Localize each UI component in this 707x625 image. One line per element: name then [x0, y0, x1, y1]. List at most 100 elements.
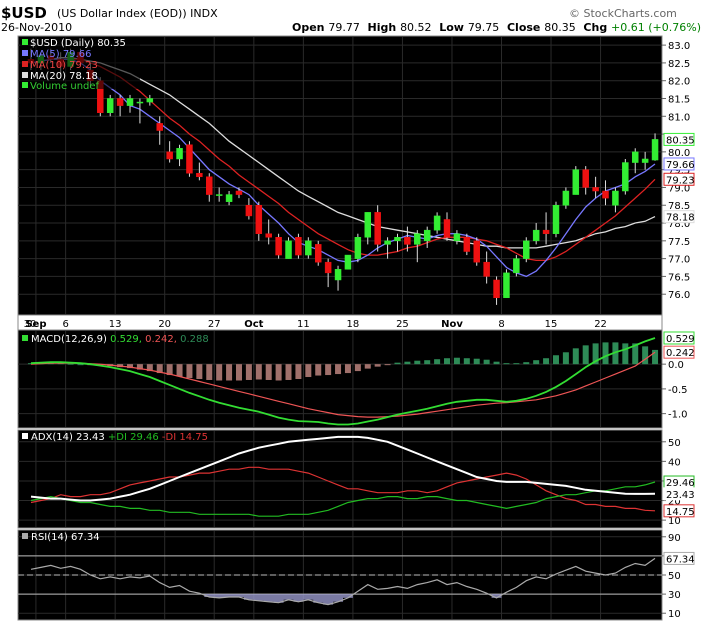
macd-histogram-bar	[632, 343, 639, 365]
macd-histogram-bar	[562, 352, 569, 365]
candle-up	[641, 158, 649, 163]
minus-di-line	[30, 466, 656, 512]
macd-histogram-bar	[216, 364, 223, 381]
macd-histogram-bar	[453, 357, 460, 365]
last-value-label: 79.66	[666, 160, 695, 171]
macd-histogram-bar	[612, 342, 619, 365]
candle-up	[552, 204, 560, 234]
candle-up	[364, 212, 372, 238]
y-tick-label: 78.0	[668, 219, 690, 230]
y-tick-label: 50	[668, 571, 681, 582]
macd-histogram-bar	[325, 364, 332, 376]
legend-price: $USD (Daily) 80.35	[30, 38, 126, 49]
macd-histogram-bar	[315, 364, 322, 376]
macd-histogram-bar	[414, 360, 421, 365]
last-value-box	[663, 210, 695, 224]
macd-histogram-bar	[424, 360, 431, 365]
candle-up	[562, 190, 570, 206]
candle-up	[394, 237, 401, 242]
macd-line	[30, 337, 656, 426]
candle-up	[453, 233, 461, 242]
y-tick-label: 81.0	[668, 112, 690, 123]
legend-ma20-swatch	[22, 72, 28, 78]
y-tick-label: 77.5	[668, 237, 690, 248]
y-tick-label: 83.0	[668, 41, 690, 52]
candle-up	[651, 139, 659, 161]
candle-up	[622, 162, 629, 192]
y-tick-label: 50	[668, 438, 681, 449]
quote-date: 26-Nov-2010	[1, 21, 73, 34]
y-tick-label: 76.5	[668, 272, 690, 283]
open-label: Open	[291, 21, 325, 34]
last-value-box	[663, 345, 695, 359]
legend-adx-swatch	[22, 433, 28, 439]
legend-volume-swatch	[22, 82, 28, 88]
y-tick-label: 0.0	[668, 360, 684, 371]
candle-down	[463, 237, 471, 252]
macd-histogram-bar	[344, 364, 351, 374]
macd-histogram-bar	[552, 355, 559, 365]
low-label: Low	[439, 21, 464, 34]
last-value-label: 67.34	[666, 554, 695, 565]
close-value: 80.35	[544, 21, 576, 34]
macd-histogram-bar	[572, 348, 579, 365]
plus-di-line	[30, 481, 656, 517]
header-top: $USD (US Dollar Index (EOD)) INDX © Stoc…	[0, 4, 707, 22]
macd-histogram-bar	[543, 358, 550, 365]
x-tick-label: 20	[158, 319, 171, 330]
macd-histogram-bar	[166, 364, 173, 376]
candle-down	[314, 244, 322, 263]
macd-histogram-bar	[186, 364, 193, 379]
candle-down	[483, 261, 490, 277]
x-tick-label: Sep	[25, 319, 46, 330]
candle-up	[433, 215, 441, 231]
macd-histogram-bar	[473, 358, 480, 365]
candle-down	[156, 123, 163, 131]
macd-histogram-bar	[652, 349, 659, 365]
last-value-label: 14.75	[666, 507, 695, 518]
y-tick-label: 79.5	[668, 166, 690, 177]
macd-histogram-bar	[275, 364, 282, 381]
candle-down	[592, 187, 599, 192]
legend-ma10-swatch	[22, 61, 28, 67]
macd-histogram-bar	[513, 363, 520, 365]
macd-histogram-bar	[404, 361, 411, 365]
legend-price-swatch	[22, 39, 28, 45]
macd-histogram-bar	[27, 363, 34, 365]
open-value: 79.77	[328, 21, 360, 34]
candle-down	[404, 237, 411, 245]
candle-down	[166, 151, 173, 160]
candle-down	[542, 229, 550, 234]
brand-watermark: © StockCharts.com	[569, 7, 677, 20]
macd-histogram-bar	[503, 363, 510, 365]
macd-histogram-bar	[77, 364, 84, 366]
candle-up	[384, 240, 391, 245]
macd-histogram-bar	[265, 364, 272, 380]
macd-histogram-bar	[245, 364, 252, 380]
last-value-box	[663, 504, 695, 518]
macd-histogram-bar	[384, 364, 391, 366]
y-tick-label: 81.5	[668, 94, 690, 105]
last-value-label: 80.35	[666, 135, 695, 146]
macd-histogram-bar	[642, 346, 649, 365]
y-tick-label: 30	[668, 590, 681, 601]
candle-down	[602, 190, 609, 199]
x-tick-label: 25	[396, 319, 409, 330]
high-label: High	[367, 21, 397, 34]
macd-histogram-bar	[592, 343, 599, 365]
legend-rsi-swatch	[22, 533, 28, 539]
macd-histogram-bar	[483, 359, 490, 365]
candle-up	[354, 237, 362, 259]
candle-up	[344, 254, 352, 270]
y-tick-label: 40	[668, 457, 681, 468]
rsi-oversold-fill	[204, 594, 502, 605]
candle-up	[414, 233, 421, 245]
x-tick-label: 15	[545, 319, 558, 330]
date-axis-bg	[17, 314, 663, 331]
macd-histogram-bar	[523, 362, 530, 365]
macd-histogram-bar	[295, 364, 302, 379]
adx-panel-bg	[17, 429, 663, 529]
price-panel: 76.0 76.5 77.0 77.5 78.0 78.5 79.0 79.5 80.0 81.0…	[18, 37, 695, 314]
y-tick-label: 79.0	[668, 183, 690, 194]
